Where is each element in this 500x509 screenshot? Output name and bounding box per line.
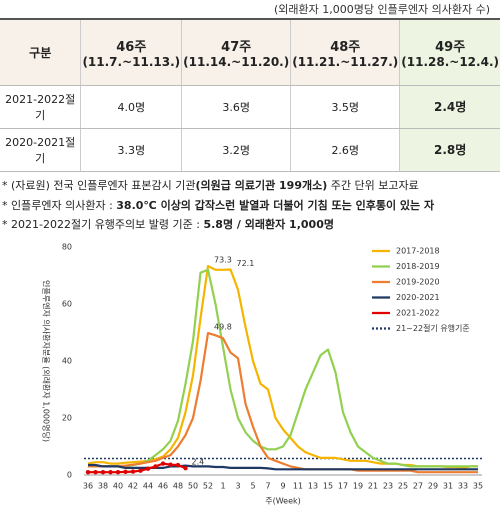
- x-tick-label: 3: [235, 482, 240, 491]
- cell: 3.3명: [80, 128, 182, 172]
- point: [145, 466, 151, 471]
- cell: 3.2명: [181, 128, 291, 172]
- x-tick-label: 11: [293, 482, 303, 491]
- value-label: 49.8: [214, 323, 232, 332]
- x-tick-label: 38: [98, 482, 108, 491]
- chart: 인플루엔자 의사환자분율 (외래환자 1,000명당) 주(Week) 0 20 4…: [42, 243, 484, 506]
- x-tick-label: 35: [473, 482, 483, 491]
- y-axis-title: 인플루엔자 의사환자분율 (외래환자 1,000명당): [42, 280, 52, 442]
- note: * 인플루엔자 의사환자 : 38.0℃ 이상의 갑작스런 발열과 더불어 기침…: [2, 196, 434, 216]
- row-label: 2020-2021절기: [0, 128, 81, 172]
- note: * (자료원) 전국 인플루엔자 표본감시 기관(의원급 의료기관 199개소)…: [2, 176, 434, 196]
- point: [115, 469, 121, 475]
- note-bold: (의원급 의료기관 199개소): [195, 179, 328, 192]
- x-tick-label: 7: [265, 482, 270, 491]
- x-tick-label: 33: [458, 482, 468, 491]
- column-header: 46주 (11.7.~11.13.): [80, 19, 182, 86]
- point: [100, 469, 106, 475]
- x-tick-label: 9: [280, 482, 285, 491]
- point: [138, 468, 143, 473]
- note-bold: 5.8명 / 외래환자 1,000명: [203, 218, 334, 231]
- x-tick-label: 36: [83, 482, 93, 491]
- note-text: * 인플루엔자 의사환자 :: [2, 198, 117, 212]
- point: [130, 469, 136, 474]
- row-label: 2021-2022절기: [0, 85, 81, 129]
- y-tick-label: 80: [62, 243, 72, 252]
- value-label: 2.4: [192, 458, 205, 467]
- x-tick-label: 48: [173, 482, 183, 491]
- x-tick-label: 1: [220, 482, 225, 491]
- point: [160, 461, 166, 466]
- x-tick-label: 25: [398, 482, 408, 491]
- x-axis-title: 주(Week): [265, 497, 301, 506]
- x-tick-label: 13: [308, 482, 318, 491]
- point: [153, 464, 158, 469]
- x-tick-label: 29: [428, 482, 438, 491]
- cell: 3.6명: [181, 85, 291, 129]
- week: 49주: [435, 39, 466, 55]
- legend-label: 2021-2022: [396, 309, 440, 318]
- legend-label: 2020-2021: [396, 293, 440, 302]
- column-header: 49주 (11.28.~12.4.): [399, 19, 500, 86]
- period: (11.14.~11.20.): [183, 54, 290, 69]
- x-tick-label: 52: [203, 482, 213, 491]
- y-tick-label: 20: [62, 414, 72, 423]
- x-tick-label: 42: [128, 482, 138, 491]
- x-tick-label: 15: [323, 482, 333, 491]
- x-tick-label: 27: [413, 482, 423, 491]
- point: [85, 469, 91, 475]
- legend-label: 2018-2019: [396, 262, 440, 271]
- corner: 구분: [0, 19, 81, 86]
- period: (11.28.~12.4.): [401, 54, 499, 69]
- point: [108, 469, 113, 475]
- note-text: * (자료원) 전국 인플루엔자 표본감시 기관: [2, 179, 196, 192]
- week: 46주: [116, 39, 147, 55]
- legend-label: 2019-2020: [396, 278, 440, 287]
- x-tick-label: 46: [158, 482, 168, 491]
- y-tick-label: 0: [67, 471, 72, 480]
- note: * 2021-2022절기 유행주의보 발령 기준 : 5.8명 / 외래환자 …: [2, 215, 434, 235]
- point: [183, 465, 188, 471]
- week: 47주: [221, 39, 252, 55]
- table: 구분 46주 (11.7.~11.13.) 47주 (11.14.~11.20.) …: [0, 18, 500, 172]
- column-header: 47주 (11.14.~11.20.): [181, 19, 291, 86]
- x-tick-label: 5: [250, 482, 255, 491]
- y-tick-label: 40: [62, 357, 72, 366]
- x-tick-label: 50: [188, 482, 198, 491]
- cell: 4.0명: [80, 85, 182, 129]
- week: 48주: [330, 39, 361, 55]
- x-tick-label: 21: [368, 482, 378, 491]
- series-line: [88, 268, 478, 468]
- legend-label: 2017-2018: [396, 247, 440, 256]
- period: (11.7.~11.13.): [82, 54, 181, 69]
- x-tick-label: 40: [113, 482, 123, 491]
- x-tick-label: 31: [443, 482, 453, 491]
- point: [168, 462, 173, 467]
- cell: 2.4명: [399, 85, 500, 129]
- period: (11.21.~11.27.): [292, 54, 399, 69]
- note-bold: 38.0℃ 이상의 갑작스런 발열과 더불어 기침 또는 인후통이 있는 자: [116, 198, 435, 212]
- cell: 2.6명: [290, 128, 400, 172]
- x-tick-label: 17: [338, 482, 348, 491]
- note-text: 주간 단위 보고자료: [327, 179, 419, 192]
- point: [175, 462, 181, 468]
- unit-note: (외래환자 1,000명당 인플루엔자 의사환자 수): [274, 3, 490, 16]
- x-tick-label: 19: [353, 482, 363, 491]
- notes: * (자료원) 전국 인플루엔자 표본감시 기관(의원급 의료기관 199개소)…: [2, 176, 434, 235]
- point: [93, 469, 98, 475]
- column-header: 48주 (11.21.~11.27.): [290, 19, 400, 86]
- series-line: [88, 332, 478, 474]
- legend-label: 21~22절기 유행기준: [396, 323, 470, 333]
- cell: 2.8명: [399, 128, 500, 172]
- cell: 3.5명: [290, 85, 400, 129]
- y-tick-label: 60: [62, 300, 72, 309]
- note-text: * 2021-2022절기 유행주의보 발령 기준 :: [2, 218, 204, 231]
- value-label: 73.3: [214, 256, 232, 265]
- x-tick-label: 23: [383, 482, 393, 491]
- x-tick-label: 44: [143, 482, 153, 491]
- point: [123, 469, 128, 475]
- value-label: 72.1: [237, 259, 255, 268]
